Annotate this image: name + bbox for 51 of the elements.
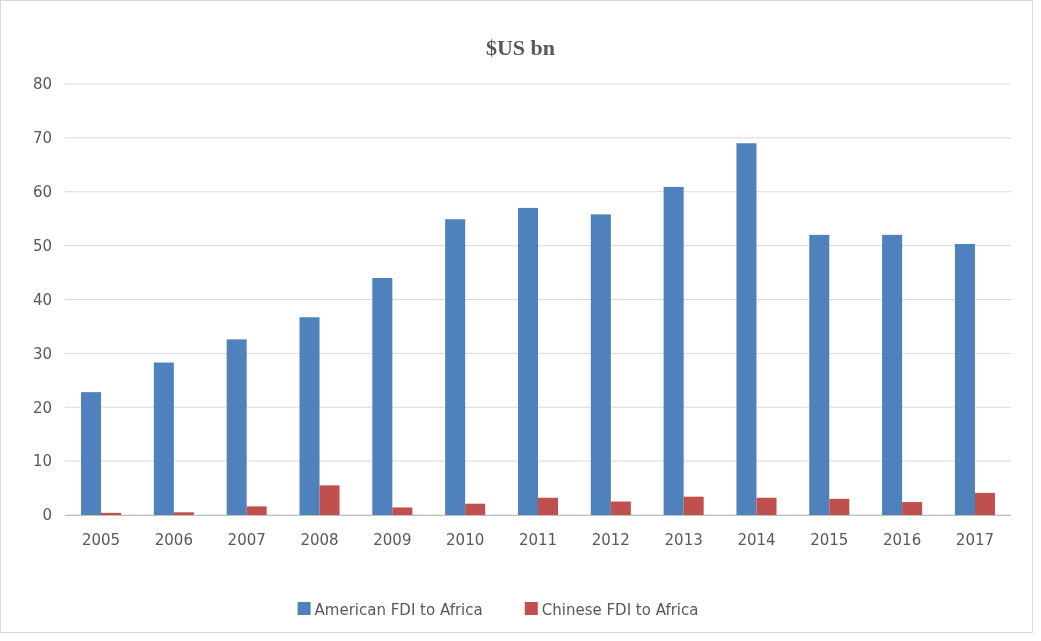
bar [372, 277, 393, 515]
y-tick-label: 30 [32, 344, 52, 363]
x-tick-label: 2005 [81, 531, 121, 549]
bar [173, 512, 194, 515]
bar [954, 244, 975, 515]
x-tick-label: 2017 [955, 531, 995, 549]
x-tick-label: 2010 [446, 531, 485, 549]
bar [809, 234, 830, 515]
bar [610, 501, 631, 515]
bar [538, 497, 559, 515]
y-tick-label: 20 [32, 398, 52, 417]
bar [736, 143, 757, 515]
x-tick-label: 2014 [737, 531, 776, 549]
chart-title: $US bn [485, 35, 556, 60]
bar [299, 317, 320, 515]
y-tick-label: 50 [32, 236, 52, 255]
x-tick-label: 2006 [154, 531, 193, 549]
bar [246, 506, 267, 515]
x-tick-label: 2007 [227, 531, 266, 549]
bar [663, 186, 684, 515]
x-tick-label: 2012 [591, 531, 630, 549]
x-tick-label: 2015 [810, 531, 849, 549]
bar [465, 503, 486, 515]
y-tick-label: 0 [42, 506, 52, 525]
legend-label: Chinese FDI to Africa [541, 600, 699, 619]
x-tick-label: 2009 [373, 531, 412, 549]
bar [153, 362, 174, 515]
x-tick-label: 2008 [300, 531, 339, 549]
y-tick-label: 10 [32, 452, 52, 471]
bar [101, 512, 122, 515]
bar [590, 214, 611, 515]
bar [392, 507, 413, 515]
bar [226, 339, 247, 515]
x-tick-label: 2016 [883, 531, 922, 549]
bar [683, 496, 704, 515]
bar [974, 492, 995, 515]
legend-label: American FDI to Africa [314, 600, 483, 619]
bar [319, 485, 340, 515]
x-tick-label: 2011 [518, 531, 558, 549]
y-tick-label: 60 [32, 183, 52, 201]
bar [445, 219, 466, 515]
bar [902, 502, 923, 515]
bar [517, 207, 538, 515]
bar [756, 497, 777, 515]
y-tick-label: 70 [32, 129, 52, 148]
y-tick-label: 80 [32, 75, 52, 94]
y-tick-label: 40 [32, 290, 52, 309]
bar [829, 498, 850, 515]
bar [882, 234, 903, 515]
bar [81, 392, 102, 515]
x-tick-label: 2013 [664, 531, 703, 549]
